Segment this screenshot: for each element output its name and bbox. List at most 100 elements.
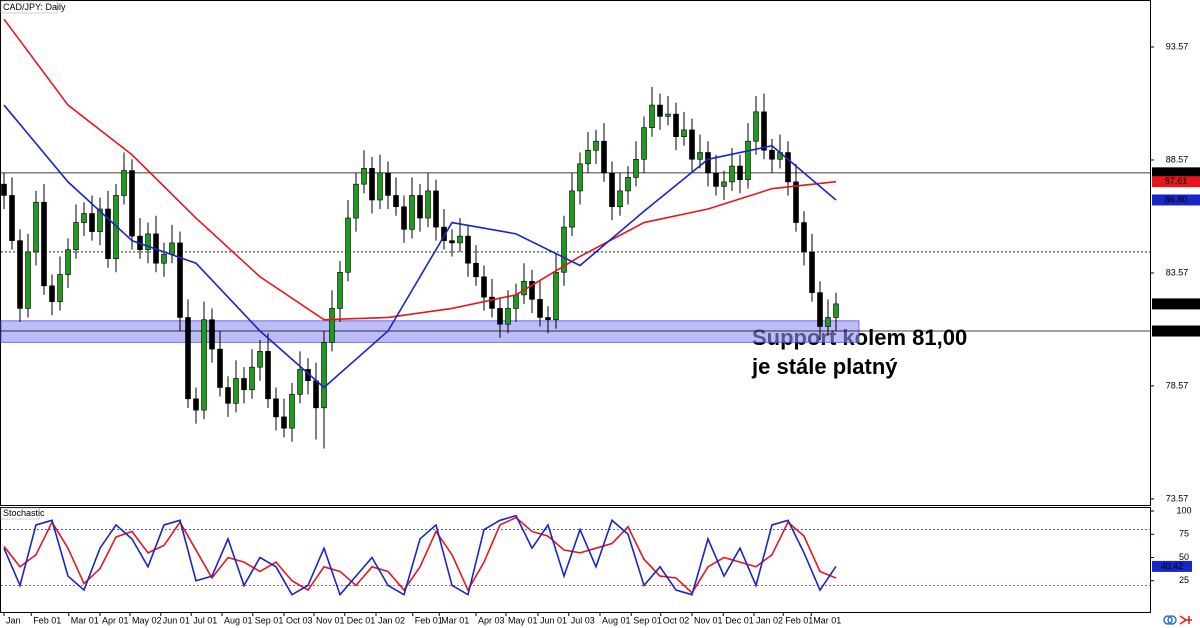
candle-body xyxy=(745,140,751,180)
x-tick-label: Jun 01 xyxy=(540,615,567,625)
x-tick-label: Aug 01 xyxy=(224,615,253,625)
stochastic-line xyxy=(3,516,837,595)
candle-body xyxy=(785,152,791,183)
stochastic-title: Stochastic xyxy=(3,508,45,518)
candle-body xyxy=(793,181,799,223)
candle-body xyxy=(377,172,383,201)
stoch-tick-label: 50 xyxy=(1179,552,1189,562)
candle-body xyxy=(297,369,303,395)
candle-body xyxy=(65,249,71,275)
stoch-label-bg xyxy=(1152,560,1192,572)
candle-body xyxy=(729,165,735,183)
y-tick-label: 83.57 xyxy=(1166,267,1189,277)
candle-body xyxy=(361,168,367,185)
candle-body xyxy=(713,172,719,187)
x-tick-label: Nov 01 xyxy=(316,615,345,625)
candle-body xyxy=(481,276,487,298)
stoch-title-box xyxy=(0,507,40,520)
y-tick-label: 88.57 xyxy=(1166,154,1189,164)
x-tick-label: Sep 01 xyxy=(255,615,284,625)
price-label: 82.20 xyxy=(1165,298,1188,308)
moving-average xyxy=(3,18,837,321)
candle-body xyxy=(129,170,135,237)
candle-body xyxy=(121,170,127,196)
toolbar-icons[interactable] xyxy=(1163,615,1192,625)
candle-body xyxy=(265,351,271,400)
icon[interactable] xyxy=(1163,615,1173,625)
x-tick-label: Mar 01 xyxy=(441,615,469,625)
candle-body xyxy=(369,168,375,201)
candle-body xyxy=(193,398,199,411)
candle-body xyxy=(105,208,111,260)
candle-body xyxy=(569,190,575,228)
icon[interactable] xyxy=(1167,615,1177,625)
x-tick-label: Mar 01 xyxy=(813,615,841,625)
candle-body xyxy=(345,217,351,273)
candle-body xyxy=(601,140,607,174)
candle-body xyxy=(673,113,679,138)
candle-body xyxy=(385,172,391,196)
candle-body xyxy=(81,213,87,223)
candle-body xyxy=(113,195,119,260)
candle-body xyxy=(473,262,479,278)
price-panel xyxy=(0,0,1151,506)
stoch-tick-label: 25 xyxy=(1179,575,1189,585)
price-label: 87.61 xyxy=(1165,176,1188,186)
candle-body xyxy=(609,172,615,208)
x-tick-label: Aug 01 xyxy=(602,615,631,625)
stoch-label: 40.42 xyxy=(1161,561,1184,571)
candle-body xyxy=(665,113,671,117)
candle-body xyxy=(289,393,295,429)
support-zone xyxy=(0,320,860,343)
candle-body xyxy=(641,127,647,160)
x-tick-label: Apr 03 xyxy=(478,615,505,625)
x-tick-label: Jan xyxy=(6,615,21,625)
candle-body xyxy=(545,317,551,321)
x-tick-label: May 02 xyxy=(132,615,162,625)
candle-body xyxy=(249,366,255,391)
candle-body xyxy=(393,195,399,208)
candle-body xyxy=(825,317,831,327)
stochastic-panel xyxy=(0,507,1151,613)
candle-body xyxy=(337,271,343,309)
candle-body xyxy=(409,195,415,230)
chart-title: CAD/JPY: Daily xyxy=(3,2,66,12)
candle-body xyxy=(145,233,151,250)
x-tick-label: Jun 01 xyxy=(163,615,190,625)
x-tick-label: May 01 xyxy=(508,615,538,625)
candle-body xyxy=(649,104,655,128)
candle-body xyxy=(257,351,263,368)
candle-body xyxy=(561,226,567,273)
candle-body xyxy=(1,183,7,196)
candle-body xyxy=(697,152,703,160)
candle-body xyxy=(161,253,167,264)
candle-body xyxy=(681,129,687,138)
candle-body xyxy=(241,378,247,391)
moving-average xyxy=(3,104,837,389)
x-tick-label: Nov 01 xyxy=(694,615,723,625)
candle-body xyxy=(353,183,359,219)
candle-body xyxy=(769,149,775,160)
price-label: 81.00 xyxy=(1165,325,1188,335)
title-box xyxy=(0,0,58,14)
candle-body xyxy=(433,190,439,228)
candle-body xyxy=(513,294,519,309)
x-tick-label: Oct 02 xyxy=(663,615,690,625)
y-tick-label: 73.57 xyxy=(1166,493,1189,503)
x-tick-label: Oct 03 xyxy=(286,615,313,625)
price-label-bg xyxy=(1152,194,1200,206)
candle-body xyxy=(417,195,423,219)
x-tick-label: Jul 01 xyxy=(193,615,217,625)
candle-body xyxy=(9,195,15,241)
candle-body xyxy=(529,281,535,300)
candle-body xyxy=(753,111,759,142)
icon[interactable] xyxy=(1179,615,1192,625)
price-label-bg xyxy=(1152,298,1200,310)
candle-body xyxy=(553,271,559,321)
x-tick-label: Jul 03 xyxy=(571,615,595,625)
x-tick-label: Jan 02 xyxy=(378,615,405,625)
candle-body xyxy=(809,251,815,293)
candle-body xyxy=(177,242,183,318)
candle-body xyxy=(329,308,335,343)
